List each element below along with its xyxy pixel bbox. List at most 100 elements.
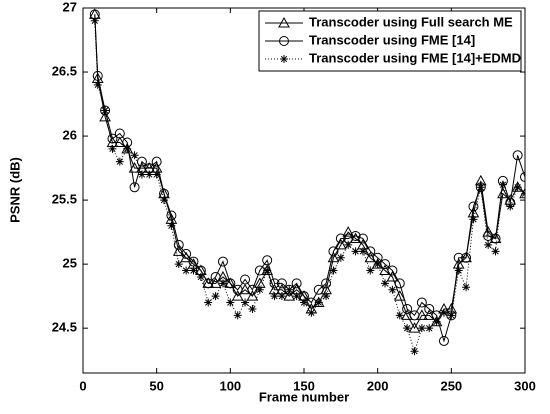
marker xyxy=(394,278,405,289)
marker xyxy=(166,210,177,221)
x-tick-label: 0 xyxy=(79,378,86,393)
marker xyxy=(145,170,154,179)
marker xyxy=(358,247,367,256)
marker xyxy=(328,246,339,257)
x-tick-label: 250 xyxy=(440,378,462,393)
marker xyxy=(233,311,242,320)
marker xyxy=(439,308,448,317)
marker xyxy=(136,156,147,167)
marker xyxy=(425,324,434,333)
marker xyxy=(327,251,340,263)
marker xyxy=(395,311,404,320)
marker xyxy=(211,292,220,301)
marker xyxy=(285,285,294,294)
marker xyxy=(284,284,295,295)
marker xyxy=(108,144,117,153)
marker xyxy=(373,260,382,269)
marker xyxy=(432,317,441,326)
marker xyxy=(270,292,279,301)
marker xyxy=(521,189,525,198)
y-tick-label: 26.5 xyxy=(52,63,77,78)
marker xyxy=(100,105,111,116)
marker xyxy=(114,128,125,139)
marker xyxy=(402,303,413,314)
y-tick-label: 27 xyxy=(63,0,77,14)
marker xyxy=(408,322,421,333)
marker xyxy=(283,290,296,301)
marker xyxy=(381,279,390,288)
y-axis-label: PSNR (dB) xyxy=(7,157,22,223)
marker xyxy=(152,170,161,179)
marker xyxy=(336,253,345,262)
marker xyxy=(246,290,259,301)
y-tick-label: 25 xyxy=(63,256,77,271)
marker xyxy=(520,172,525,183)
marker xyxy=(181,248,192,259)
marker xyxy=(93,80,102,89)
marker xyxy=(101,106,110,115)
marker xyxy=(279,36,289,46)
x-tick-label: 100 xyxy=(219,378,241,393)
marker xyxy=(172,245,185,256)
marker xyxy=(424,303,435,314)
marker xyxy=(130,151,139,160)
marker xyxy=(123,144,132,153)
marker xyxy=(188,256,199,267)
marker xyxy=(461,252,472,263)
marker xyxy=(255,285,264,294)
marker xyxy=(167,221,176,230)
marker xyxy=(99,110,111,122)
marker xyxy=(90,16,99,25)
y-tick-label: 26 xyxy=(63,128,77,143)
marker xyxy=(469,215,478,224)
marker xyxy=(447,311,456,320)
marker xyxy=(241,298,250,307)
marker xyxy=(226,298,235,307)
marker xyxy=(321,278,332,289)
marker xyxy=(151,156,162,167)
marker xyxy=(276,278,287,289)
marker xyxy=(203,278,214,289)
marker xyxy=(269,278,280,289)
legend-label: Transcoder using FME [14]+EDMD xyxy=(309,50,521,65)
marker xyxy=(115,157,124,166)
marker xyxy=(262,255,273,266)
marker xyxy=(334,238,347,250)
marker xyxy=(189,266,198,275)
marker xyxy=(357,233,368,244)
legend-label: Transcoder using Full search ME xyxy=(309,14,513,29)
marker xyxy=(307,308,316,317)
marker xyxy=(210,271,221,282)
marker xyxy=(196,272,205,281)
marker xyxy=(218,279,227,288)
marker xyxy=(512,150,523,161)
marker xyxy=(342,226,355,237)
marker xyxy=(263,266,272,275)
legend-label: Transcoder using FME [14] xyxy=(309,32,475,47)
marker xyxy=(300,298,308,307)
marker xyxy=(410,347,419,356)
marker xyxy=(278,16,290,28)
marker xyxy=(292,292,301,301)
marker xyxy=(92,70,103,81)
marker xyxy=(513,183,522,192)
marker xyxy=(462,283,471,292)
marker xyxy=(350,230,361,241)
marker xyxy=(231,290,244,301)
marker xyxy=(291,278,302,289)
marker xyxy=(217,256,228,267)
marker xyxy=(232,284,243,295)
y-tick-label: 24.5 xyxy=(52,320,77,335)
marker xyxy=(454,266,463,275)
marker xyxy=(329,266,338,275)
marker xyxy=(366,266,375,275)
x-tick-label: 150 xyxy=(293,378,315,393)
marker xyxy=(344,240,353,249)
marker xyxy=(335,233,346,244)
marker xyxy=(174,260,183,269)
marker xyxy=(280,55,288,63)
x-tick-label: 200 xyxy=(367,378,389,393)
marker xyxy=(277,292,286,301)
marker xyxy=(129,182,140,193)
marker xyxy=(322,292,331,301)
